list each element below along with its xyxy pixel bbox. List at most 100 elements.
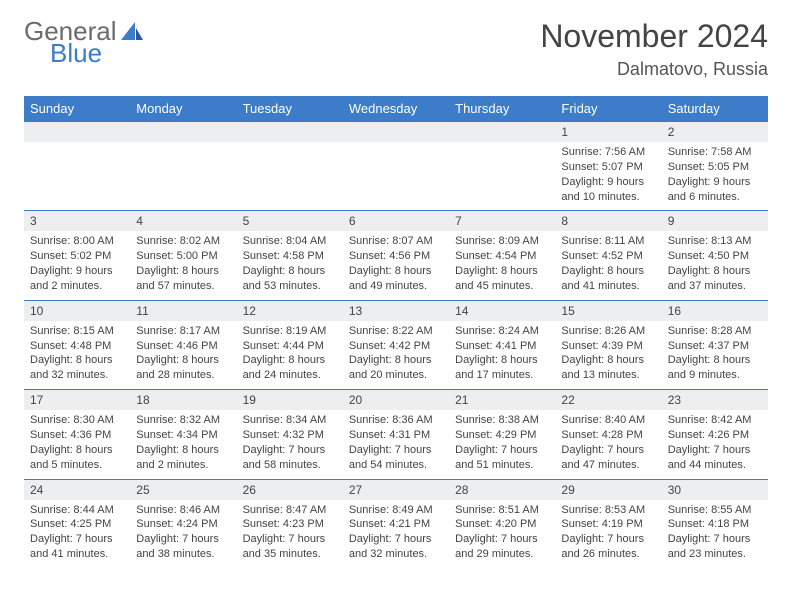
calendar-cell: 17Sunrise: 8:30 AMSunset: 4:36 PMDayligh… [24,390,130,479]
day-line: and 2 minutes. [136,458,230,473]
weekday-header: Saturday [662,96,768,122]
day-number: 14 [449,301,555,321]
calendar-cell: 24Sunrise: 8:44 AMSunset: 4:25 PMDayligh… [24,479,130,568]
day-number: 27 [343,480,449,500]
day-line: and 26 minutes. [561,547,655,562]
day-line: and 41 minutes. [30,547,124,562]
day-line: Daylight: 7 hours [349,532,443,547]
day-number: 1 [555,122,661,142]
weekday-header: Wednesday [343,96,449,122]
day-number: 5 [237,211,343,231]
calendar-week-row: 10Sunrise: 8:15 AMSunset: 4:48 PMDayligh… [24,300,768,389]
day-body: Sunrise: 8:51 AMSunset: 4:20 PMDaylight:… [449,500,555,568]
logo: General Blue [24,18,143,66]
day-line: and 29 minutes. [455,547,549,562]
day-line: Sunset: 4:56 PM [349,249,443,264]
day-line: Sunrise: 8:30 AM [30,413,124,428]
day-line: and 28 minutes. [136,368,230,383]
calendar-cell: 1Sunrise: 7:56 AMSunset: 5:07 PMDaylight… [555,122,661,211]
day-line: Daylight: 7 hours [243,532,337,547]
day-line: and 32 minutes. [349,547,443,562]
calendar-cell: 16Sunrise: 8:28 AMSunset: 4:37 PMDayligh… [662,300,768,389]
day-line: Sunrise: 8:26 AM [561,324,655,339]
calendar-cell [343,122,449,211]
day-line: Sunrise: 8:44 AM [30,503,124,518]
day-body: Sunrise: 8:13 AMSunset: 4:50 PMDaylight:… [662,231,768,299]
day-line: Sunset: 4:42 PM [349,339,443,354]
day-line: Sunset: 4:26 PM [668,428,762,443]
day-line: Daylight: 7 hours [136,532,230,547]
day-number: 16 [662,301,768,321]
day-line: and 47 minutes. [561,458,655,473]
day-body: Sunrise: 8:07 AMSunset: 4:56 PMDaylight:… [343,231,449,299]
day-line: and 10 minutes. [561,190,655,205]
day-line: Sunset: 4:21 PM [349,517,443,532]
day-line: and 53 minutes. [243,279,337,294]
calendar-cell [237,122,343,211]
day-line: Sunrise: 8:04 AM [243,234,337,249]
day-line: Sunrise: 8:46 AM [136,503,230,518]
calendar-cell: 2Sunrise: 7:58 AMSunset: 5:05 PMDaylight… [662,122,768,211]
empty-daynum [237,122,343,142]
empty-daynum [130,122,236,142]
day-body: Sunrise: 8:26 AMSunset: 4:39 PMDaylight:… [555,321,661,389]
day-line: and 54 minutes. [349,458,443,473]
day-body: Sunrise: 8:36 AMSunset: 4:31 PMDaylight:… [343,410,449,478]
day-line: Sunrise: 8:42 AM [668,413,762,428]
day-number: 24 [24,480,130,500]
day-line: and 5 minutes. [30,458,124,473]
day-line: Daylight: 8 hours [136,353,230,368]
calendar-cell: 9Sunrise: 8:13 AMSunset: 4:50 PMDaylight… [662,211,768,300]
day-line: Sunset: 4:54 PM [455,249,549,264]
day-line: Sunrise: 8:38 AM [455,413,549,428]
day-line: Daylight: 8 hours [668,264,762,279]
day-line: Sunrise: 8:55 AM [668,503,762,518]
day-line: and 41 minutes. [561,279,655,294]
day-line: Daylight: 9 hours [30,264,124,279]
day-line: Sunset: 5:07 PM [561,160,655,175]
day-line: Daylight: 8 hours [349,353,443,368]
day-number: 18 [130,390,236,410]
day-number: 29 [555,480,661,500]
day-line: Sunrise: 8:13 AM [668,234,762,249]
day-line: Sunrise: 8:11 AM [561,234,655,249]
calendar-cell: 26Sunrise: 8:47 AMSunset: 4:23 PMDayligh… [237,479,343,568]
day-line: and 37 minutes. [668,279,762,294]
calendar-cell: 12Sunrise: 8:19 AMSunset: 4:44 PMDayligh… [237,300,343,389]
day-line: Daylight: 8 hours [136,443,230,458]
day-body: Sunrise: 8:49 AMSunset: 4:21 PMDaylight:… [343,500,449,568]
day-body: Sunrise: 8:17 AMSunset: 4:46 PMDaylight:… [130,321,236,389]
location: Dalmatovo, Russia [540,59,768,80]
day-line: Sunrise: 8:17 AM [136,324,230,339]
day-line: Sunrise: 7:56 AM [561,145,655,160]
day-number: 9 [662,211,768,231]
day-line: Daylight: 8 hours [561,264,655,279]
day-number: 28 [449,480,555,500]
calendar-cell: 25Sunrise: 8:46 AMSunset: 4:24 PMDayligh… [130,479,236,568]
day-line: Daylight: 8 hours [668,353,762,368]
weekday-header: Sunday [24,96,130,122]
day-line: Daylight: 7 hours [561,443,655,458]
day-line: Sunrise: 8:34 AM [243,413,337,428]
calendar-week-row: 3Sunrise: 8:00 AMSunset: 5:02 PMDaylight… [24,211,768,300]
day-line: and 45 minutes. [455,279,549,294]
day-number: 26 [237,480,343,500]
calendar-cell: 21Sunrise: 8:38 AMSunset: 4:29 PMDayligh… [449,390,555,479]
day-line: Daylight: 7 hours [30,532,124,547]
calendar-cell [24,122,130,211]
page-header: General Blue November 2024 Dalmatovo, Ru… [24,18,768,80]
weekday-header: Thursday [449,96,555,122]
day-line: Daylight: 8 hours [30,443,124,458]
day-number: 12 [237,301,343,321]
calendar-cell: 23Sunrise: 8:42 AMSunset: 4:26 PMDayligh… [662,390,768,479]
day-body: Sunrise: 8:44 AMSunset: 4:25 PMDaylight:… [24,500,130,568]
day-line: Sunset: 4:23 PM [243,517,337,532]
day-line: Sunrise: 8:22 AM [349,324,443,339]
day-body: Sunrise: 8:24 AMSunset: 4:41 PMDaylight:… [449,321,555,389]
day-line: Sunrise: 8:51 AM [455,503,549,518]
day-number: 15 [555,301,661,321]
day-number: 23 [662,390,768,410]
day-line: and 44 minutes. [668,458,762,473]
calendar-cell: 7Sunrise: 8:09 AMSunset: 4:54 PMDaylight… [449,211,555,300]
day-line: Sunrise: 8:36 AM [349,413,443,428]
